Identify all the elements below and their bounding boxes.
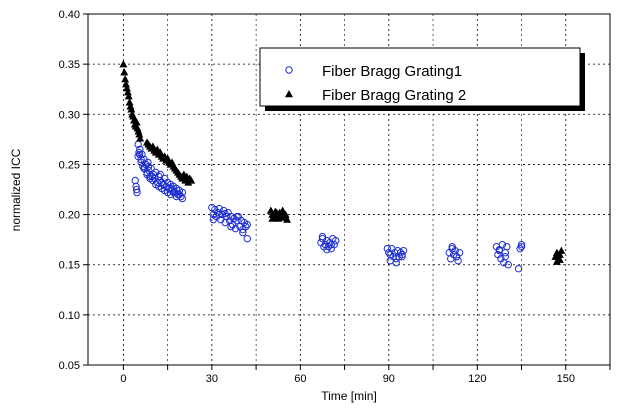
x-tick-label: 90 — [383, 373, 395, 385]
x-tick-label: 30 — [206, 373, 218, 385]
legend-frame — [259, 47, 581, 107]
data-point — [318, 232, 327, 241]
data-point — [332, 236, 340, 245]
data-point — [452, 252, 461, 261]
data-point — [277, 213, 286, 221]
data-point — [327, 240, 336, 249]
data-point — [129, 112, 138, 120]
legend-label: Fiber Bragg Grating 2 — [322, 87, 466, 104]
plot-frame — [87, 13, 611, 366]
data-point — [187, 176, 196, 184]
y-tick-label: 0.05 — [59, 360, 80, 372]
data-point — [127, 105, 136, 113]
data-point — [498, 240, 507, 249]
data-point — [233, 212, 241, 221]
legend: Fiber Bragg Grating1 Fiber Bragg Grating … — [259, 47, 585, 111]
data-point — [233, 216, 241, 225]
x-tick-label: 150 — [557, 373, 575, 385]
data-point — [514, 265, 523, 273]
y-tick-label: 0.30 — [59, 109, 80, 121]
data-point — [283, 215, 292, 223]
data-point — [239, 228, 247, 237]
series-2 — [119, 60, 566, 265]
data-point — [135, 130, 144, 138]
y-tick-label: 0.35 — [59, 59, 80, 71]
data-point — [221, 209, 229, 218]
data-point — [517, 242, 526, 251]
x-tick-label: 0 — [120, 373, 126, 385]
y-tick-label: 0.20 — [59, 210, 80, 222]
y-axis-label: normalized ICC — [9, 148, 23, 231]
data-point — [132, 118, 141, 126]
data-point — [323, 245, 331, 254]
data-point — [398, 252, 406, 261]
data-point — [243, 220, 251, 229]
data-point — [517, 240, 526, 249]
data-point — [178, 194, 187, 203]
data-point — [125, 98, 134, 106]
y-tick-label: 0.25 — [59, 159, 80, 171]
data-point — [231, 224, 240, 233]
data-point — [454, 257, 462, 265]
y-tick-label: 0.15 — [59, 260, 80, 272]
data-point — [124, 92, 133, 100]
data-point — [122, 80, 131, 88]
data-points — [119, 60, 566, 273]
data-point — [243, 234, 251, 243]
data-point — [272, 208, 281, 216]
data-point — [119, 60, 128, 68]
data-point — [268, 214, 277, 222]
data-point — [557, 246, 566, 254]
data-point — [516, 244, 524, 253]
data-point — [135, 150, 144, 159]
x-tick-label: 60 — [294, 373, 306, 385]
x-axis-label: Time [min] — [321, 389, 377, 403]
data-point — [177, 192, 185, 201]
data-point — [501, 252, 510, 261]
data-point — [144, 162, 153, 171]
data-point — [138, 150, 146, 159]
data-point — [448, 242, 456, 251]
data-point — [330, 240, 338, 249]
axis-ticks: 0 30 60 90 120 150 0.05 0.10 0.15 0.20 0.25 0.30 0.3… — [59, 9, 611, 385]
data-point — [168, 184, 176, 193]
data-point — [504, 261, 512, 269]
data-point — [137, 158, 145, 167]
legend-marker — [285, 90, 293, 98]
data-point — [120, 68, 129, 76]
legend-label: Fiber Bragg Grating1 — [322, 63, 462, 80]
data-point — [398, 250, 406, 259]
data-point — [555, 250, 564, 258]
y-tick-label: 0.10 — [59, 310, 80, 322]
data-point — [383, 244, 392, 253]
data-point — [121, 75, 130, 83]
data-point — [242, 222, 250, 231]
data-point — [209, 215, 218, 224]
data-point — [156, 170, 164, 179]
data-point — [555, 255, 564, 263]
data-point — [123, 88, 132, 96]
series-1 — [131, 140, 526, 273]
data-point — [134, 152, 142, 161]
x-tick-label: 120 — [468, 373, 486, 385]
data-point — [503, 242, 511, 251]
data-point — [495, 246, 504, 255]
data-point — [318, 234, 327, 243]
data-point — [227, 222, 235, 231]
data-point — [133, 188, 141, 197]
data-point — [122, 84, 131, 92]
legend-marker — [285, 66, 293, 74]
data-point — [281, 210, 290, 218]
y-tick-label: 0.40 — [59, 9, 80, 21]
data-point — [136, 145, 144, 154]
data-point — [392, 259, 400, 267]
data-point — [132, 185, 141, 194]
data-point — [136, 134, 145, 142]
